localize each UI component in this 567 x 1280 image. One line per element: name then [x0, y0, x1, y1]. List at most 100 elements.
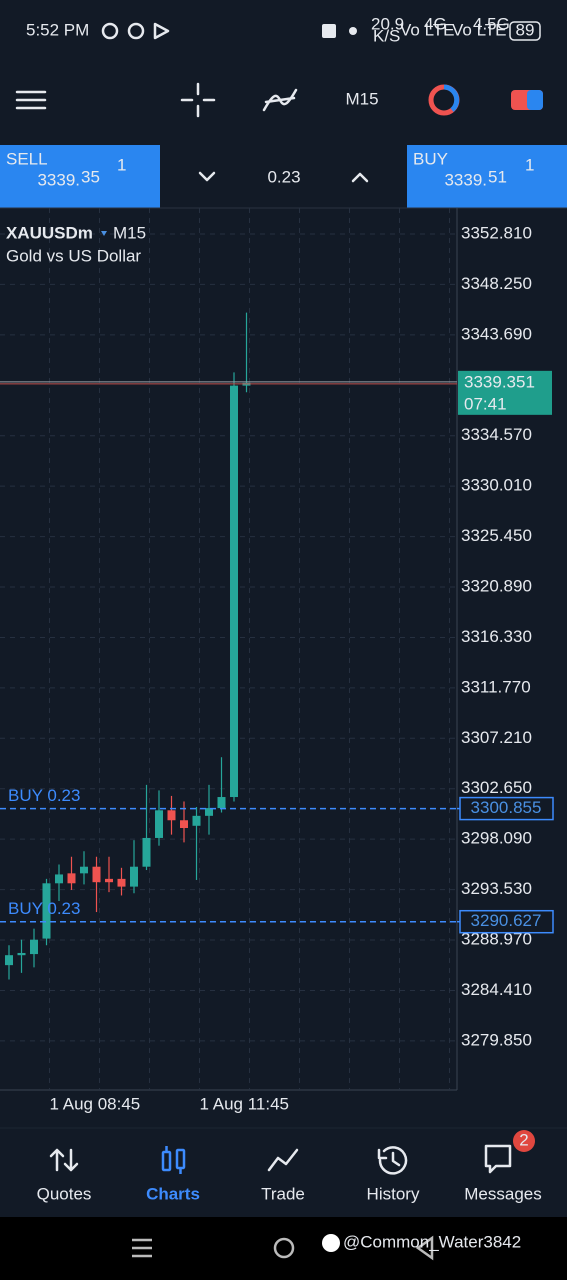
- volume-down[interactable]: [198, 171, 216, 182]
- nav-item[interactable]: Quotes: [37, 1184, 92, 1203]
- candle-body: [180, 820, 188, 828]
- buy-label: BUY: [413, 149, 448, 168]
- y-tick-label: 3334.570: [461, 425, 532, 444]
- candle-body: [92, 866, 101, 883]
- buy-button[interactable]: [407, 145, 567, 208]
- home-button[interactable]: [273, 1237, 295, 1259]
- y-tick-label: 3307.210: [461, 728, 532, 747]
- watermark: @Common_Water3842: [343, 1232, 521, 1251]
- menu-icon[interactable]: [15, 90, 47, 110]
- sell-price-pips: 35: [81, 167, 100, 186]
- y-tick-label: 3316.330: [461, 627, 532, 646]
- grid: [0, 208, 457, 1090]
- nfc-icon: [322, 24, 336, 38]
- candle-body: [130, 866, 138, 887]
- symbol[interactable]: XAUUSDm: [6, 223, 93, 242]
- status-icon: [153, 22, 170, 40]
- volume-up[interactable]: [351, 172, 369, 183]
- badge: [513, 1130, 535, 1152]
- position-price-box: [459, 796, 554, 821]
- speed: 20.9: [371, 14, 404, 33]
- crosshair-icon[interactable]: [180, 82, 216, 118]
- x-tick-label: 1 Aug 08:45: [50, 1094, 141, 1113]
- y-tick-label: 3352.810: [461, 223, 532, 242]
- nav-item[interactable]: Trade: [261, 1184, 305, 1203]
- nav-item[interactable]: History: [367, 1184, 420, 1203]
- x-tick-label: 1 Aug 11:45: [200, 1094, 290, 1113]
- system-bar: [0, 1217, 567, 1280]
- y-tick-label: 3320.890: [461, 576, 532, 595]
- candle-body: [30, 939, 38, 955]
- y-tick-label: 3284.410: [461, 980, 532, 999]
- timeframe-button[interactable]: M15: [345, 89, 378, 108]
- battery-level: 89: [516, 20, 535, 39]
- nav-item-active[interactable]: Charts: [146, 1184, 200, 1203]
- candle-body: [5, 955, 13, 966]
- buy-price-fraction: 1: [525, 155, 534, 174]
- candle-body: [217, 797, 226, 809]
- candle-body: [67, 873, 76, 884]
- y-tick-label: 3330.010: [461, 476, 532, 495]
- recents-button[interactable]: [132, 1238, 152, 1258]
- status-icon: [127, 22, 145, 40]
- position-price: 3300.855: [471, 798, 542, 817]
- candle-body: [80, 866, 88, 874]
- buy-price: 3339.: [444, 170, 487, 189]
- sell-price: 3339.: [37, 170, 80, 189]
- y-tick-label: 3348.250: [461, 274, 532, 293]
- y-tick-label: 3325.450: [461, 526, 532, 545]
- messages-icon[interactable]: [484, 1144, 512, 1174]
- network-label: 4.5G: [473, 14, 510, 33]
- candle-body: [55, 874, 63, 884]
- sim-label: Vo LTE: [452, 20, 507, 39]
- clock-icon-part: [443, 84, 460, 112]
- y-tick-label: 3298.090: [461, 829, 532, 848]
- back-button[interactable]: [415, 1235, 434, 1261]
- position-label: BUY 0.23: [8, 786, 80, 805]
- candle-body: [42, 883, 51, 939]
- quotes-icon[interactable]: [49, 1148, 79, 1172]
- candle-body: [142, 837, 151, 867]
- hotspot-icon: [349, 27, 357, 35]
- position-label: BUY 0.23: [8, 899, 80, 918]
- y-tick-label: 3288.970: [461, 930, 532, 949]
- y-tick-label: 3293.530: [461, 879, 532, 898]
- badge-count: 2: [519, 1130, 528, 1149]
- network-label: 4G: [424, 14, 447, 33]
- sell-price-fraction: 1: [117, 155, 126, 174]
- status-time: 5:52 PM: [26, 20, 89, 39]
- candle-body: [205, 808, 213, 816]
- countdown: 07:41: [464, 394, 507, 413]
- candle-body: [105, 878, 113, 883]
- candle-body: [17, 952, 26, 956]
- facebook-icon: [322, 1234, 340, 1252]
- sim-label: Vo LTE: [400, 20, 455, 39]
- candle-body: [117, 878, 126, 887]
- nav-item[interactable]: Messages: [464, 1184, 541, 1203]
- history-icon[interactable]: [377, 1146, 408, 1175]
- battery: [509, 21, 541, 41]
- volume[interactable]: 0.23: [267, 167, 300, 186]
- buy-price-pips: 51: [488, 167, 507, 186]
- y-tick-label: 3279.850: [461, 1030, 532, 1049]
- trade-icon[interactable]: [267, 1148, 299, 1172]
- symbol-description: Gold vs US Dollar: [6, 246, 141, 265]
- candle-body: [155, 810, 163, 838]
- speed-unit: K/S: [373, 26, 400, 45]
- y-tick-label: 3302.650: [461, 778, 532, 797]
- charts-icon[interactable]: [161, 1146, 186, 1174]
- candle-body: [192, 815, 201, 826]
- plot: [0, 312, 460, 980]
- symbol-dropdown[interactable]: [101, 231, 107, 236]
- price-label: 3339.351: [464, 372, 535, 391]
- sell-label: SELL: [6, 149, 48, 168]
- indicators-icon[interactable]: [262, 88, 298, 112]
- chart-timeframe: M15: [113, 223, 146, 242]
- candle-body: [230, 385, 238, 798]
- sell-button[interactable]: [0, 145, 160, 208]
- y-tick-label: 3311.770: [461, 677, 531, 696]
- y-tick-label: 3343.690: [461, 324, 532, 343]
- candle-body: [167, 810, 176, 821]
